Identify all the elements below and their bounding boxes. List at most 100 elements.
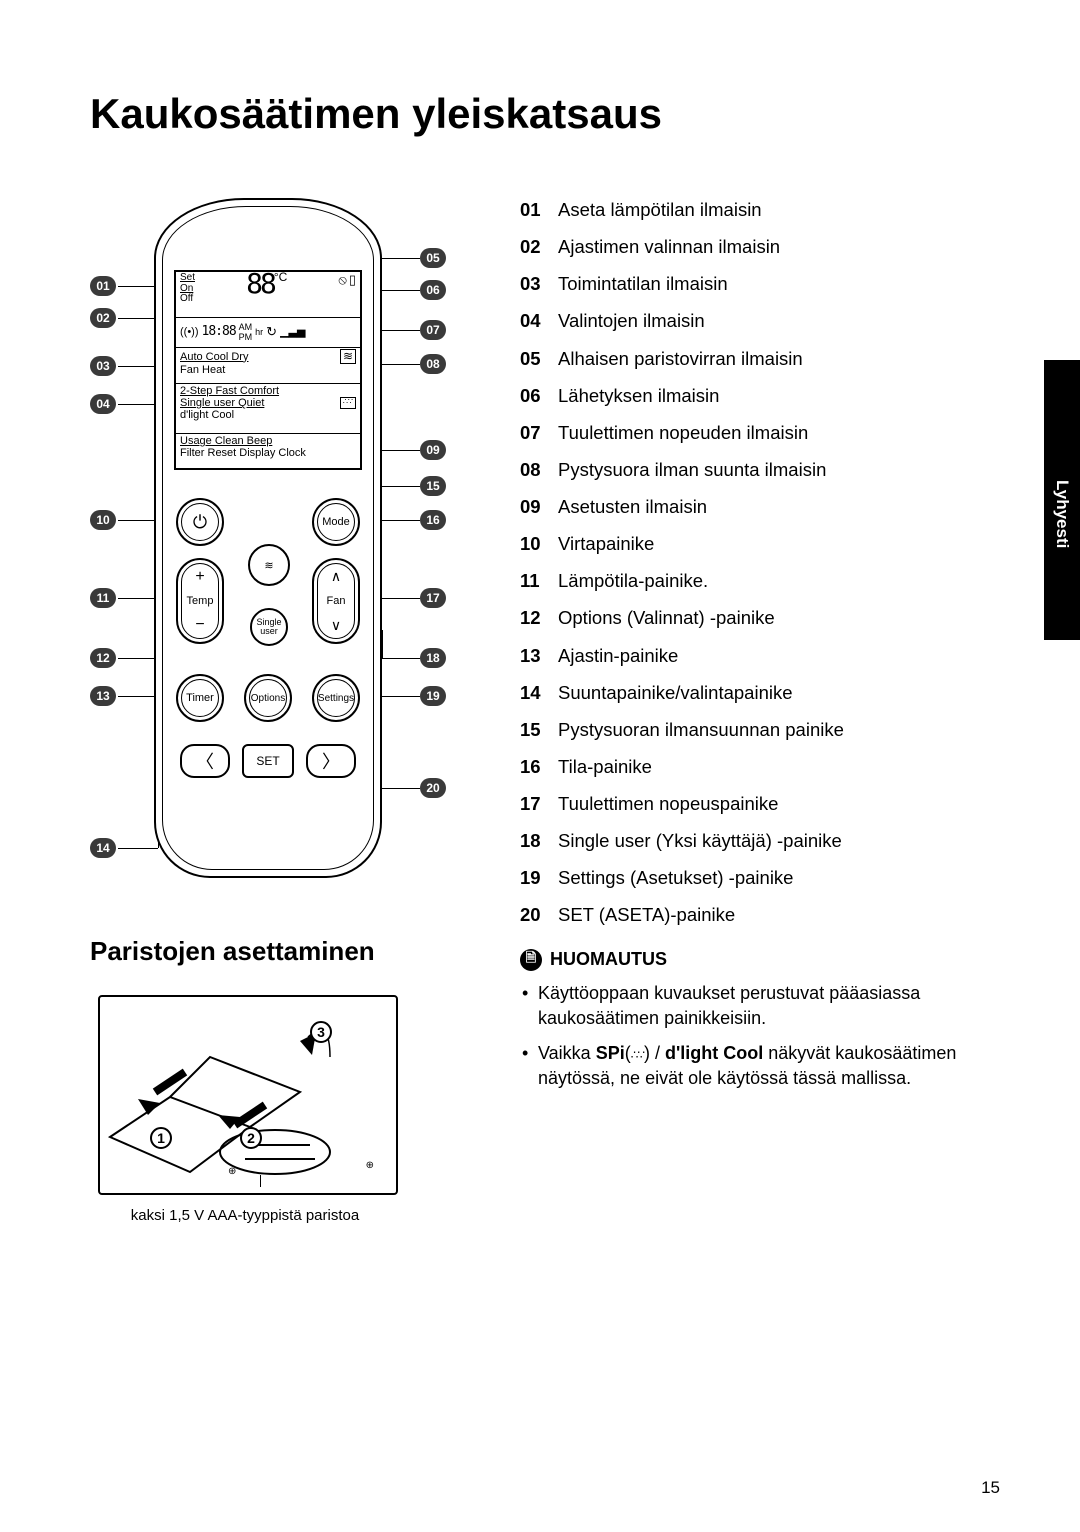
left-arrow-button[interactable]: 〈: [180, 744, 230, 778]
airflow-icon: ≋: [340, 349, 356, 364]
settings-button[interactable]: Settings: [312, 674, 360, 722]
lcd-set-label: Set: [180, 273, 195, 284]
spi-dots-icon: ∴∵: [631, 1048, 644, 1062]
options-button[interactable]: Options: [244, 674, 292, 722]
chevron-right-icon: 〉: [322, 748, 340, 774]
legend-number: 03: [520, 272, 548, 295]
callout-14: 14: [90, 838, 116, 858]
callout-15: 15: [420, 476, 446, 496]
note-item: Vaikka SPi(∴∵) / d'light Cool näkyvät ka…: [522, 1041, 1005, 1091]
callout-04: 04: [90, 394, 116, 414]
legend-item: 16 Tila-painike: [520, 755, 1005, 778]
callout-05: 05: [420, 248, 446, 268]
remote-lcd: Set On Off 88 °C ⦸ ▯: [174, 270, 362, 470]
callout-20: 20: [420, 778, 446, 798]
battery-step-2: 2: [240, 1127, 262, 1149]
legend-text: Tuulettimen nopeuspainike: [558, 792, 778, 815]
chevron-up-icon: ∧: [331, 568, 341, 585]
legend-text: Toimintatilan ilmaisin: [558, 272, 728, 295]
legend-text: Pystysuora ilman suunta ilmaisin: [558, 458, 826, 481]
legend-number: 19: [520, 866, 548, 889]
callout-07: 07: [420, 320, 446, 340]
callout-19: 19: [420, 686, 446, 706]
lcd-opts-line1: 2-Step Fast Comfort: [180, 385, 356, 397]
legend-item: 08Pystysuora ilman suunta ilmaisin: [520, 458, 1005, 481]
right-arrow-button[interactable]: 〉: [306, 744, 356, 778]
legend-list: 01Aseta lämpötilan ilmaisin02Ajastimen v…: [520, 198, 1005, 927]
legend-item: 12Options (Valinnat) -painike: [520, 606, 1005, 629]
remote-diagram: 01 02 03 04 10 11 12 13 14 05: [90, 198, 460, 898]
lcd-temp-segments: 88: [246, 269, 274, 300]
transmit-icon: ((•)): [180, 326, 199, 338]
callout-02: 02: [90, 308, 116, 328]
legend-number: 13: [520, 644, 548, 667]
legend-item: 13 Ajastin-painike: [520, 644, 1005, 667]
legend-text: Tila-painike: [558, 755, 652, 778]
right-column: 01Aseta lämpötilan ilmaisin02Ajastimen v…: [520, 198, 1005, 1224]
left-column: 01 02 03 04 10 11 12 13 14 05: [90, 198, 460, 1224]
callout-10: 10: [90, 510, 116, 530]
battery-step-1: 1: [150, 1127, 172, 1149]
temp-button[interactable]: + Temp −: [176, 558, 224, 644]
side-tab-label: Lyhyesti: [1052, 480, 1072, 548]
legend-item: 09Asetusten ilmaisin: [520, 495, 1005, 518]
timer-button[interactable]: Timer: [176, 674, 224, 722]
fan-icon: ↻: [266, 325, 277, 339]
note-heading: HUOMAUTUS: [550, 949, 667, 970]
lcd-opts-line3: d'light Cool: [180, 409, 356, 421]
fan-button[interactable]: ∧ Fan ∨: [312, 558, 360, 644]
legend-number: 09: [520, 495, 548, 518]
legend-text: Tuulettimen nopeuden ilmaisin: [558, 421, 808, 444]
legend-item: 19 Settings (Asetukset) -painike: [520, 866, 1005, 889]
minus-icon: −: [195, 616, 204, 634]
battery-plus-icon: ⊕: [228, 1166, 236, 1177]
legend-item: 03 Toimintatilan ilmaisin: [520, 272, 1005, 295]
callout-18: 18: [420, 648, 446, 668]
note-block: 🗎 HUOMAUTUS Käyttöoppaan kuvaukset perus…: [520, 949, 1005, 1092]
legend-number: 17: [520, 792, 548, 815]
legend-number: 11: [520, 569, 548, 592]
single-user-button[interactable]: Single user: [250, 608, 288, 646]
legend-item: 05Alhaisen paristovirran ilmaisin: [520, 347, 1005, 370]
lcd-settings-line2: Filter Reset Display Clock: [180, 447, 356, 459]
callout-16: 16: [420, 510, 446, 530]
callout-17: 17: [420, 588, 446, 608]
set-button[interactable]: SET: [242, 744, 294, 778]
mute-icon: ⦸: [338, 273, 346, 287]
battery-step-3: 3: [310, 1021, 332, 1043]
batteries-heading: Paristojen asettaminen: [90, 936, 460, 967]
page-title: Kaukosäätimen yleiskatsaus: [90, 90, 1005, 138]
callout-01: 01: [90, 276, 116, 296]
legend-number: 16: [520, 755, 548, 778]
legend-item: 06Lähetyksen ilmaisin: [520, 384, 1005, 407]
mode-button[interactable]: Mode: [312, 498, 360, 546]
legend-number: 02: [520, 235, 548, 258]
legend-text: Settings (Asetukset) -painike: [558, 866, 793, 889]
legend-text: Suuntapainike/valintapainike: [558, 681, 793, 704]
legend-item: 11Lämpötila-painike.: [520, 569, 1005, 592]
legend-text: Ajastin-painike: [558, 644, 678, 667]
legend-text: Options (Valinnat) -painike: [558, 606, 775, 629]
legend-number: 18: [520, 829, 548, 852]
lcd-modes-line1: Auto Cool Dry: [180, 351, 248, 363]
legend-text: SET (ASETA)-painike: [558, 903, 735, 926]
legend-item: 01Aseta lämpötilan ilmaisin: [520, 198, 1005, 221]
legend-number: 04: [520, 309, 548, 332]
battery-icon: ▯: [349, 273, 356, 287]
legend-text: Valintojen ilmaisin: [558, 309, 705, 332]
legend-number: 20: [520, 903, 548, 926]
airflow-direction-button[interactable]: ≋: [248, 544, 290, 586]
callout-06: 06: [420, 280, 446, 300]
callout-03: 03: [90, 356, 116, 376]
power-button[interactable]: ⏻: [176, 498, 224, 546]
spi-dots-icon: ∴∵: [340, 397, 356, 409]
legend-text: Alhaisen paristovirran ilmaisin: [558, 347, 803, 370]
callout-13: 13: [90, 686, 116, 706]
legend-number: 10: [520, 532, 548, 555]
lcd-modes-line2: Fan Heat: [180, 364, 356, 376]
battery-illustration: 1 2 3 ⊕ ⊕: [98, 995, 398, 1195]
chevron-down-icon: ∨: [331, 617, 341, 634]
chevron-left-icon: 〈: [196, 748, 214, 774]
legend-number: 07: [520, 421, 548, 444]
battery-plus-icon: ⊕: [366, 1160, 374, 1171]
